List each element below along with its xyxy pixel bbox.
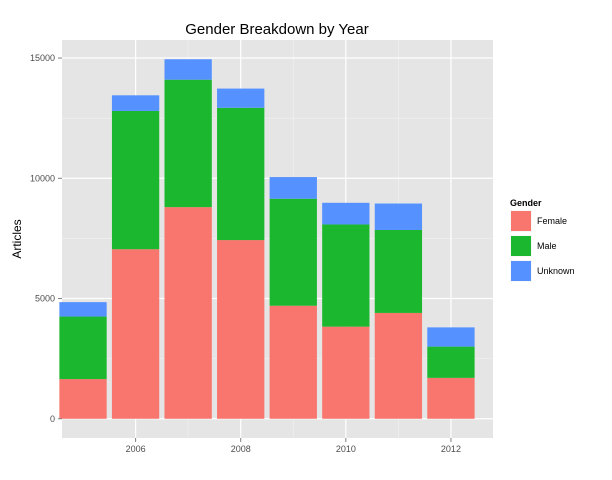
bar-female-2005: [59, 379, 107, 419]
x-tick-label: 2012: [441, 444, 461, 454]
bars: [59, 59, 475, 419]
bar-male-2007: [164, 79, 212, 208]
bar-female-2009: [269, 305, 317, 419]
x-tick-label: 2006: [126, 444, 146, 454]
legend-swatch-unknown: [511, 261, 531, 281]
bar-unknown-2005: [59, 302, 107, 317]
bar-male-2006: [111, 110, 160, 250]
bar-unknown-2006: [111, 95, 160, 111]
legend-title: Gender: [510, 198, 542, 208]
bar-male-2008: [217, 107, 265, 241]
bar-female-2012: [427, 377, 475, 419]
legend-swatch-female: [511, 211, 531, 231]
legend-label-unknown: Unknown: [537, 266, 575, 276]
chart-title: Gender Breakdown by Year: [185, 21, 368, 38]
bar-male-2009: [269, 198, 317, 306]
legend-swatch-male: [511, 236, 531, 256]
x-tick-label: 2010: [336, 444, 356, 454]
y-tick-label: 5000: [35, 294, 55, 304]
y-axis: 0 5000 10000 15000: [30, 53, 62, 424]
y-axis-label: Articles: [10, 219, 24, 258]
bar-female-2007: [164, 207, 212, 419]
bar-female-2006: [111, 249, 160, 419]
bar-male-2011: [374, 229, 423, 313]
bar-female-2008: [217, 240, 265, 419]
bar-unknown-2008: [217, 88, 265, 108]
legend-label-female: Female: [537, 216, 567, 226]
y-tick-label: 0: [50, 414, 55, 424]
y-tick-label: 15000: [30, 53, 55, 63]
bar-unknown-2011: [374, 203, 423, 230]
bar-unknown-2007: [164, 59, 212, 80]
bar-unknown-2012: [427, 327, 475, 347]
x-axis: 2006 2008 2010 2012: [126, 438, 461, 454]
bar-female-2011: [374, 312, 423, 419]
x-tick-label: 2008: [231, 444, 251, 454]
legend-label-male: Male: [537, 241, 557, 251]
bar-female-2010: [322, 326, 370, 419]
y-tick-label: 10000: [30, 173, 55, 183]
bar-unknown-2010: [322, 202, 370, 225]
bar-male-2005: [59, 316, 107, 380]
legend: Gender Female Male Unknown: [509, 198, 575, 283]
bar-male-2010: [322, 224, 370, 327]
bar-male-2012: [427, 346, 475, 378]
bar-unknown-2009: [269, 177, 317, 199]
